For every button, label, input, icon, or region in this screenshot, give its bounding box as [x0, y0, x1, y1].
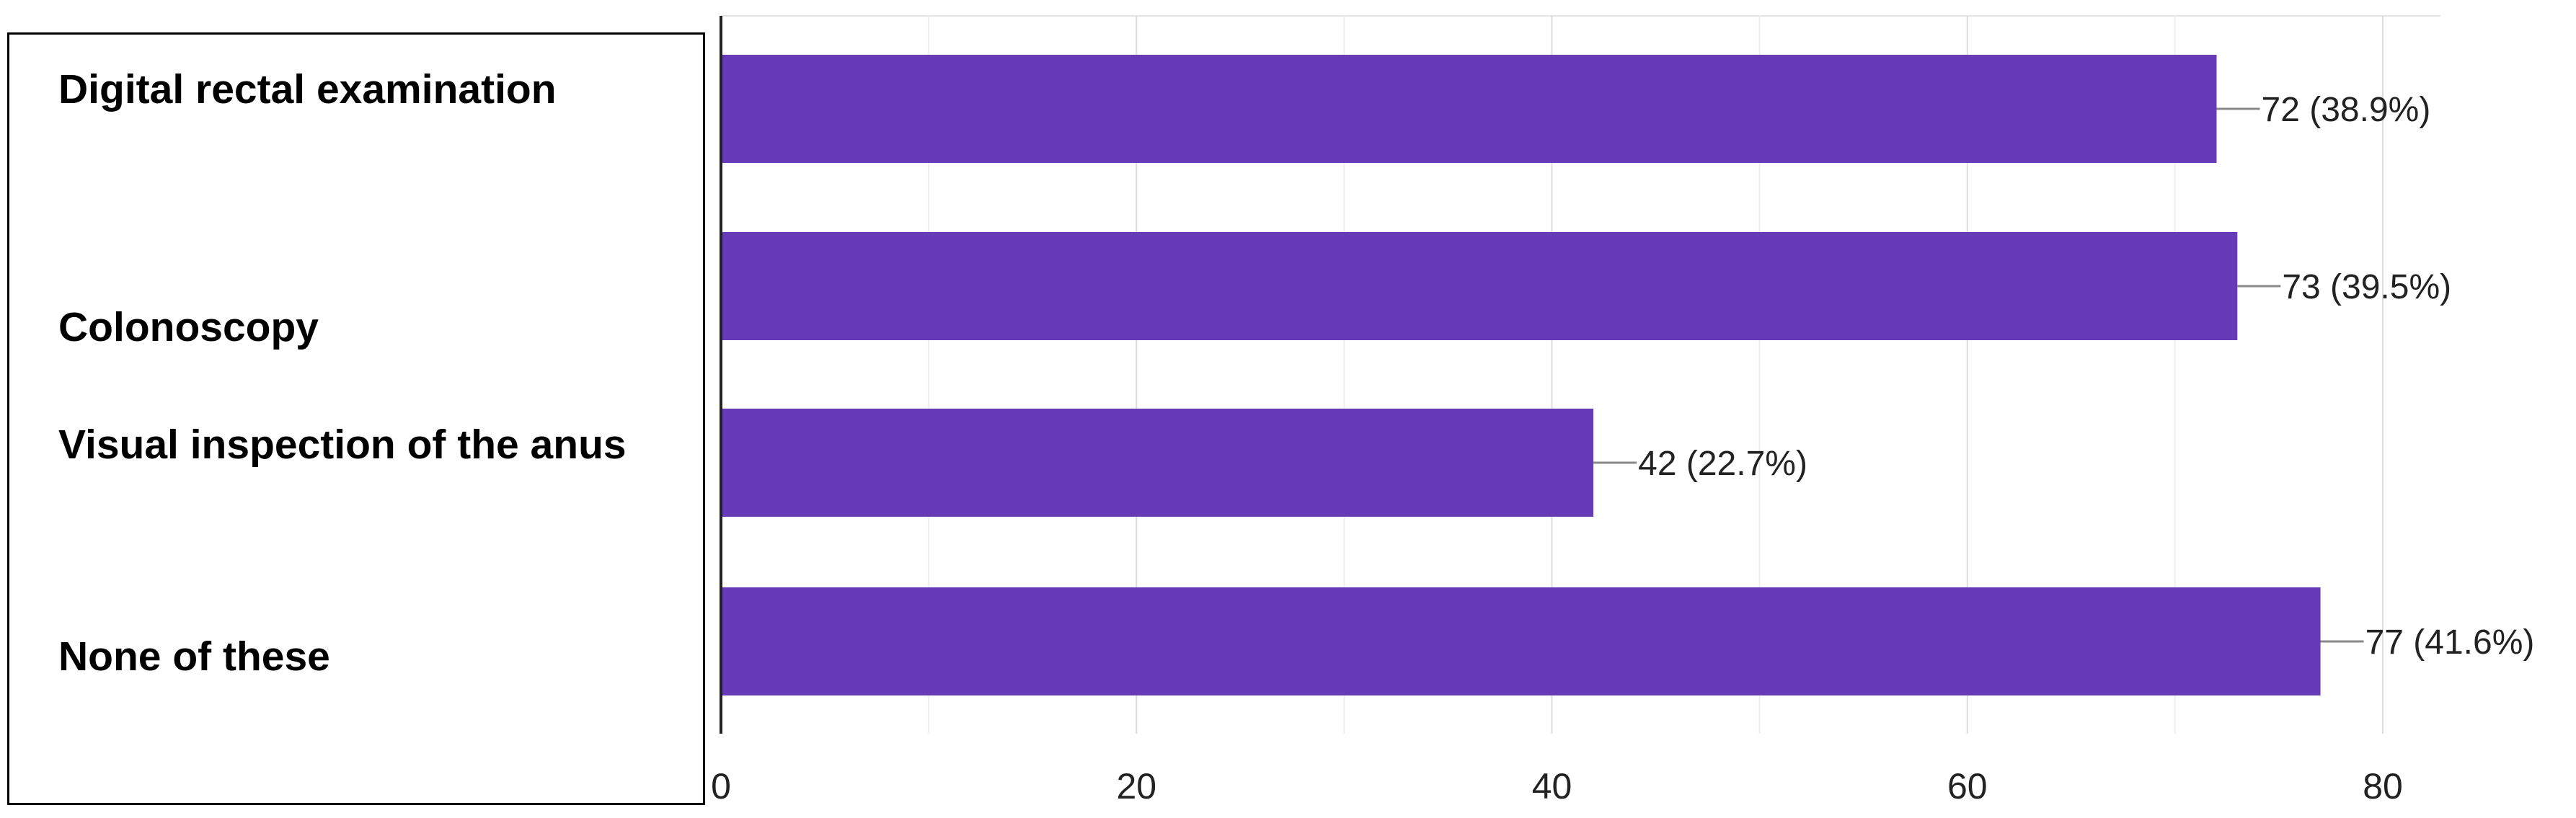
category-label-panel: Digital rectal examination Colonoscopy V…	[7, 32, 705, 805]
bar	[721, 587, 2321, 695]
value-label: 72 (38.9%)	[2262, 91, 2431, 129]
value-label: 77 (41.6%)	[2365, 623, 2535, 662]
category-label-digital-rectal: Digital rectal examination	[58, 66, 557, 112]
x-tick-label: 40	[1532, 766, 1572, 806]
x-tick-label: 80	[2363, 766, 2403, 806]
value-label: 42 (22.7%)	[1638, 445, 1807, 483]
x-axis-ticks: 0 20 40 60 80	[711, 766, 2403, 806]
x-tick-label: 0	[711, 766, 731, 806]
x-tick-label: 60	[1947, 766, 1988, 806]
bars	[721, 55, 2321, 695]
bar	[721, 409, 1594, 517]
value-label: 73 (39.5%)	[2282, 268, 2451, 306]
category-label-none: None of these	[58, 633, 330, 680]
bar	[721, 232, 2238, 340]
category-label-visual-inspection: Visual inspection of the anus	[58, 422, 627, 468]
value-labels: 72 (38.9%) 73 (39.5%) 42 (22.7%) 77 (41.6%)	[1593, 91, 2534, 662]
bar	[721, 55, 2217, 163]
category-label-colonoscopy: Colonoscopy	[58, 304, 319, 350]
x-tick-label: 20	[1116, 766, 1156, 806]
